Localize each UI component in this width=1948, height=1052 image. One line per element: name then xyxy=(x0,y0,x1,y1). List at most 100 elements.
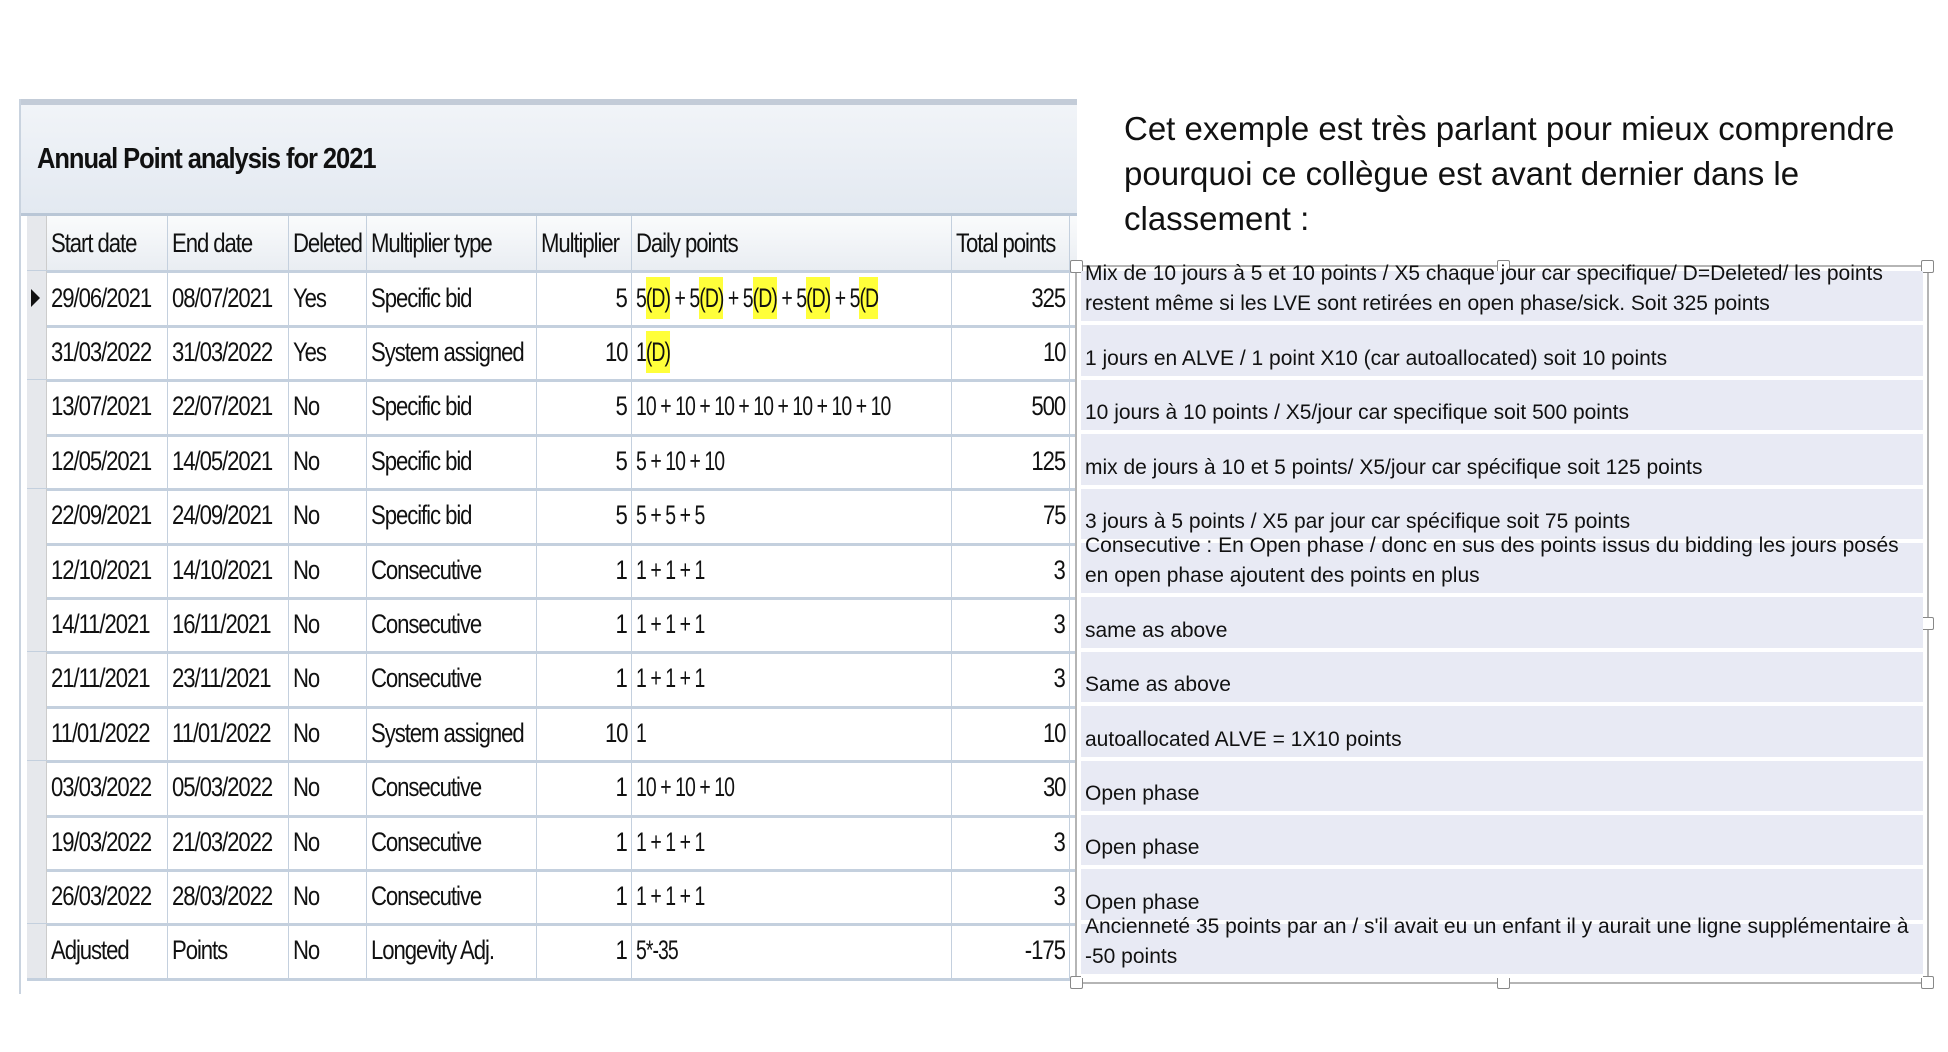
cell-end-date[interactable]: Points xyxy=(168,923,289,978)
table-row[interactable]: 12/05/2021 14/05/2021 No Specific bid 5 5 + 1… xyxy=(27,434,1077,492)
cell-multiplier[interactable]: 10 xyxy=(537,325,632,380)
cell-multiplier[interactable]: 5 xyxy=(537,379,632,434)
cell-multiplier-type[interactable]: System assigned xyxy=(367,325,537,380)
note-line[interactable]: Open phase xyxy=(1081,760,1923,815)
note-line[interactable]: autoallocated ALVE = 1X10 points xyxy=(1081,706,1923,761)
cell-deleted[interactable]: No xyxy=(289,434,367,489)
cell-multiplier-type[interactable]: Consecutive xyxy=(367,815,537,869)
cell-multiplier-type[interactable]: System assigned xyxy=(367,706,537,761)
table-row[interactable]: 21/11/2021 23/11/2021 No Consecutive 1 1 + 1 … xyxy=(27,651,1077,709)
cell-start-date[interactable]: 13/07/2021 xyxy=(47,379,168,434)
cell-total-points[interactable]: 3 xyxy=(952,815,1070,869)
cell-end-date[interactable]: 31/03/2022 xyxy=(168,325,289,380)
row-selector[interactable] xyxy=(27,216,47,270)
cell-daily-points[interactable]: 5(D) + 5(D) + 5(D) + 5(D) + 5(D xyxy=(632,271,952,325)
cell-total-points[interactable]: 75 xyxy=(952,488,1070,543)
cell-start-date[interactable]: 29/06/2021 xyxy=(47,271,168,325)
cell-start-date[interactable]: 12/10/2021 xyxy=(47,543,168,597)
cell-multiplier-type[interactable]: Consecutive xyxy=(367,651,537,706)
table-row[interactable]: 26/03/2022 28/03/2022 No Consecutive 1 1 + 1 … xyxy=(27,869,1077,927)
cell-multiplier[interactable]: 1 xyxy=(537,651,632,706)
row-selector[interactable] xyxy=(27,923,47,978)
note-line[interactable]: Consecutive : En Open phase / donc en su… xyxy=(1081,534,1923,598)
cell-daily-points[interactable]: 5 + 10 + 10 xyxy=(632,434,952,489)
column-header-total-points[interactable]: Total points xyxy=(952,216,1070,270)
cell-multiplier-type[interactable]: Consecutive xyxy=(367,543,537,597)
cell-multiplier[interactable]: 1 xyxy=(537,597,632,652)
note-line[interactable]: same as above xyxy=(1081,597,1923,652)
cell-end-date[interactable]: 22/07/2021 xyxy=(168,379,289,434)
cell-end-date[interactable]: 11/01/2022 xyxy=(168,706,289,761)
cell-daily-points[interactable]: 1 + 1 + 1 xyxy=(632,543,952,597)
cell-start-date[interactable]: 26/03/2022 xyxy=(47,869,168,924)
column-header-multiplier-type[interactable]: Multiplier type xyxy=(367,216,537,270)
cell-multiplier-type[interactable]: Consecutive xyxy=(367,760,537,815)
cell-start-date[interactable]: 14/11/2021 xyxy=(47,597,168,652)
resize-handle-bottom-left[interactable] xyxy=(1070,976,1083,989)
cell-multiplier-type[interactable]: Consecutive xyxy=(367,869,537,924)
cell-multiplier[interactable]: 5 xyxy=(537,488,632,543)
cell-end-date[interactable]: 14/10/2021 xyxy=(168,543,289,597)
note-line[interactable]: 3 jours à 5 points / X5 par jour car spé… xyxy=(1081,488,1923,543)
column-header-multiplier[interactable]: Multiplier xyxy=(537,216,632,270)
cell-multiplier[interactable]: 5 xyxy=(537,434,632,489)
cell-multiplier[interactable]: 1 xyxy=(537,815,632,869)
cell-multiplier-type[interactable]: Specific bid xyxy=(367,271,537,325)
cell-multiplier[interactable]: 10 xyxy=(537,706,632,761)
cell-start-date[interactable]: 03/03/2022 xyxy=(47,760,168,815)
cell-multiplier[interactable]: 1 xyxy=(537,760,632,815)
cell-end-date[interactable]: 16/11/2021 xyxy=(168,597,289,652)
note-line[interactable]: 10 jours à 10 points / X5/jour car speci… xyxy=(1081,379,1923,435)
cell-multiplier-type[interactable]: Specific bid xyxy=(367,488,537,543)
note-line[interactable]: Mix de 10 jours à 5 et 10 points / X5 ch… xyxy=(1081,262,1923,326)
cell-multiplier[interactable]: 1 xyxy=(537,923,632,978)
cell-deleted[interactable]: Yes xyxy=(289,325,367,380)
table-row[interactable]: 22/09/2021 24/09/2021 No Specific bid 5 5 + 5… xyxy=(27,488,1077,546)
cell-deleted[interactable]: No xyxy=(289,488,367,543)
note-line[interactable]: 1 jours en ALVE / 1 point X10 (car autoa… xyxy=(1081,325,1923,380)
cell-daily-points[interactable]: 1 + 1 + 1 xyxy=(632,815,952,869)
row-selector[interactable] xyxy=(27,760,47,815)
cell-start-date[interactable]: 22/09/2021 xyxy=(47,488,168,543)
cell-total-points[interactable]: 3 xyxy=(952,597,1070,652)
table-row[interactable]: 31/03/2022 31/03/2022 Yes System assigned 10… xyxy=(27,325,1077,383)
cell-daily-points[interactable]: 5*-35 xyxy=(632,923,952,978)
row-selector[interactable] xyxy=(27,379,47,434)
cell-daily-points[interactable]: 1 + 1 + 1 xyxy=(632,597,952,652)
cell-deleted[interactable]: No xyxy=(289,760,367,815)
cell-total-points[interactable]: -175 xyxy=(952,923,1070,978)
row-selector[interactable] xyxy=(27,651,47,706)
cell-multiplier[interactable]: 1 xyxy=(537,543,632,597)
cell-total-points[interactable]: 10 xyxy=(952,706,1070,761)
cell-deleted[interactable]: No xyxy=(289,651,367,706)
cell-total-points[interactable]: 3 xyxy=(952,651,1070,706)
cell-deleted[interactable]: No xyxy=(289,379,367,434)
column-header-deleted[interactable]: Deleted xyxy=(289,216,367,270)
cell-total-points[interactable]: 125 xyxy=(952,434,1070,489)
table-row[interactable]: 14/11/2021 16/11/2021 No Consecutive 1 1 + 1 … xyxy=(27,597,1077,655)
table-row[interactable]: 19/03/2022 21/03/2022 No Consecutive 1 1 + 1 … xyxy=(27,815,1077,872)
cell-daily-points[interactable]: 1 + 1 + 1 xyxy=(632,651,952,706)
cell-daily-points[interactable]: 10 + 10 + 10 xyxy=(632,760,952,815)
cell-multiplier-type[interactable]: Longevity Adj. xyxy=(367,923,537,978)
cell-start-date[interactable]: 11/01/2022 xyxy=(47,706,168,761)
cell-multiplier-type[interactable]: Specific bid xyxy=(367,434,537,489)
cell-end-date[interactable]: 28/03/2022 xyxy=(168,869,289,924)
cell-start-date[interactable]: 12/05/2021 xyxy=(47,434,168,489)
resize-handle-top-left[interactable] xyxy=(1070,260,1083,273)
table-row[interactable]: 03/03/2022 05/03/2022 No Consecutive 1 10 + 1… xyxy=(27,760,1077,818)
note-line[interactable]: mix de jours à 10 et 5 points/ X5/jour c… xyxy=(1081,434,1923,489)
resize-handle-bottom-right[interactable] xyxy=(1921,976,1934,989)
cell-end-date[interactable]: 05/03/2022 xyxy=(168,760,289,815)
table-row[interactable]: 13/07/2021 22/07/2021 No Specific bid 5 10 + … xyxy=(27,379,1077,437)
cell-deleted[interactable]: No xyxy=(289,923,367,978)
note-line[interactable]: Open phase xyxy=(1081,815,1923,870)
cell-end-date[interactable]: 21/03/2022 xyxy=(168,815,289,869)
cell-daily-points[interactable]: 1(D) xyxy=(632,325,952,380)
cell-daily-points[interactable]: 10 + 10 + 10 + 10 + 10 + 10 + 10 xyxy=(632,379,952,434)
note-line[interactable]: Ancienneté 35 points par an / s'il avait… xyxy=(1081,915,1923,979)
cell-deleted[interactable]: No xyxy=(289,815,367,869)
cell-daily-points[interactable]: 5 + 5 + 5 xyxy=(632,488,952,543)
cell-multiplier-type[interactable]: Specific bid xyxy=(367,379,537,434)
cell-daily-points[interactable]: 1 + 1 + 1 xyxy=(632,869,952,924)
